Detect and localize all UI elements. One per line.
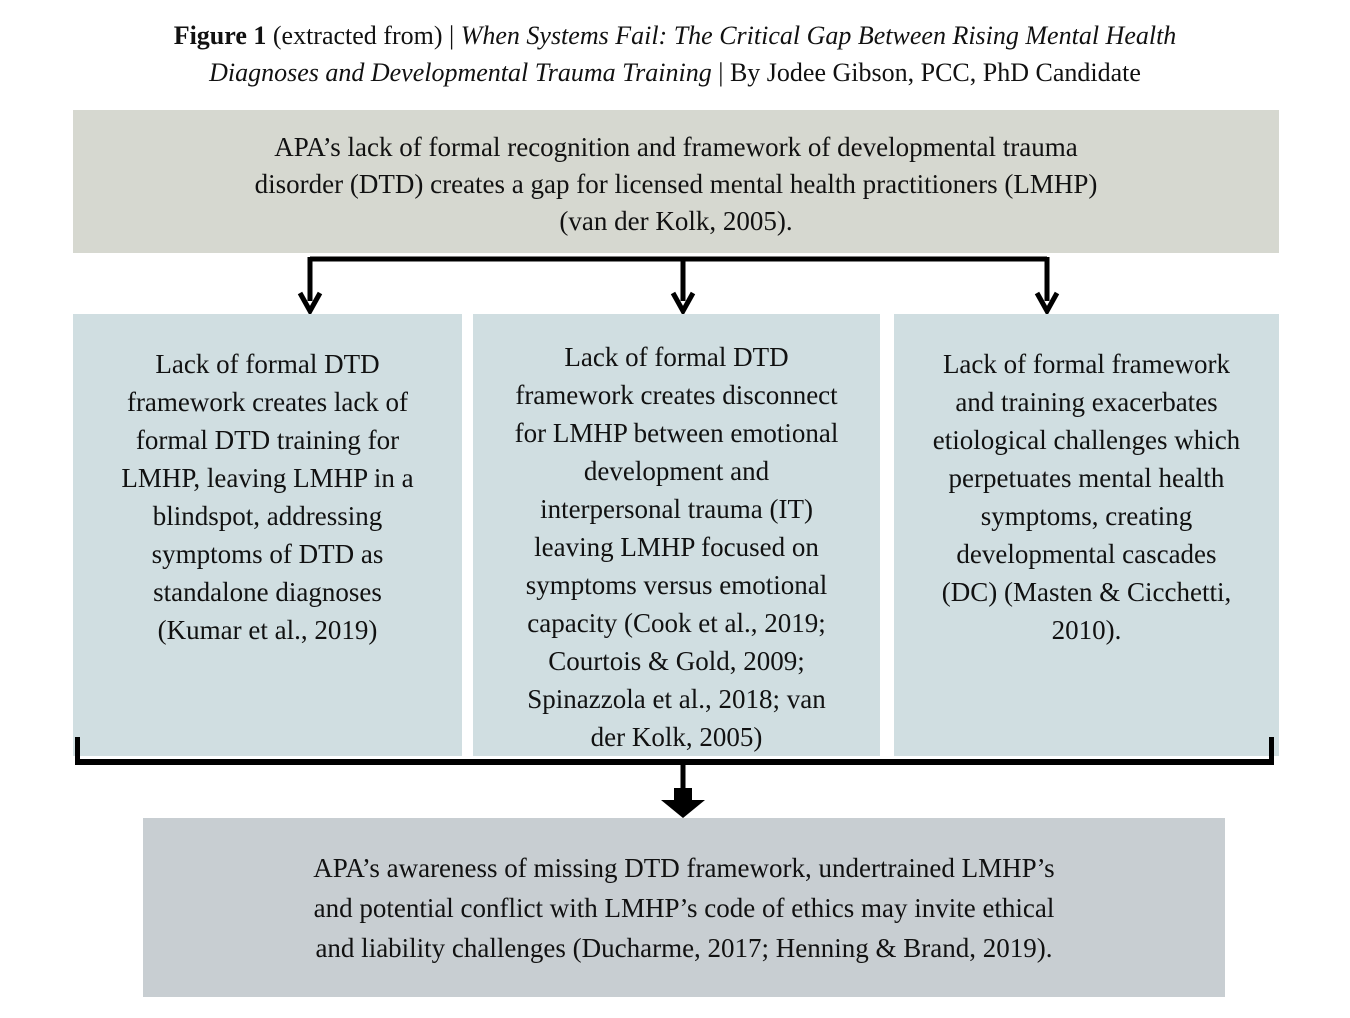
column-box-left: Lack of formal DTD framework creates lac… [73, 314, 462, 756]
branching-down-arrows-icon [297, 256, 1060, 317]
caption-title-part2: Diagnoses and Developmental Trauma Train… [209, 58, 712, 87]
caption-title-part1: When Systems Fail: The Critical Gap Betw… [460, 21, 1177, 50]
bottom-box: APA’s awareness of missing DTD framework… [143, 818, 1225, 997]
caption-line-1: Figure 1 (extracted from) | When Systems… [0, 17, 1350, 54]
caption-extracted-from: (extracted from) | [266, 21, 461, 50]
caption-line-2: Diagnoses and Developmental Trauma Train… [0, 54, 1350, 91]
down-arrowhead-right-icon [1034, 291, 1060, 317]
bold-down-arrow-icon [661, 788, 705, 818]
column-box-right: Lack of formal framework and training ex… [894, 314, 1279, 756]
figure-caption: Figure 1 (extracted from) | When Systems… [0, 17, 1350, 91]
top-box: APA’s lack of formal recognition and fra… [73, 110, 1279, 253]
down-arrowhead-middle-icon [670, 291, 696, 317]
merge-bracket-down-arrow-icon [75, 737, 1274, 818]
column-box-middle: Lack of formal DTD framework creates dis… [473, 314, 880, 756]
caption-byline: | By Jodee Gibson, PCC, PhD Candidate [711, 58, 1141, 87]
down-arrowhead-left-icon [297, 291, 323, 317]
figure-label: Figure 1 [173, 21, 267, 50]
